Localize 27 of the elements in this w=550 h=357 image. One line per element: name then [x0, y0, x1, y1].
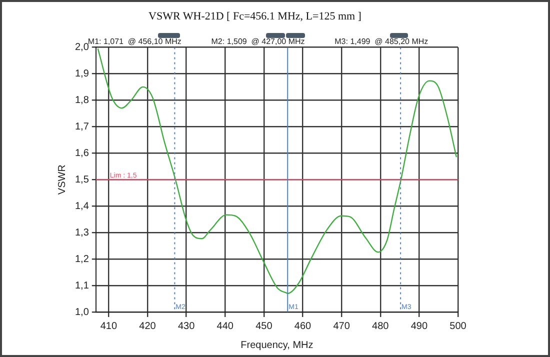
text: M2: 1,509 @ 427,00 MHz	[211, 37, 305, 46]
x-tick-label: 440	[216, 320, 234, 332]
text: M1: 1,071 @ 456,10 MHz	[88, 37, 182, 46]
x-tick-label: 460	[294, 320, 312, 332]
y-tick-label: 1,3	[74, 227, 90, 238]
y-tick-label: 1,0	[74, 306, 90, 318]
y-tick-label: 1,7	[74, 121, 90, 132]
x-axis-title: Frequency, MHz	[240, 340, 314, 351]
x-tick-label: 480	[372, 320, 390, 332]
y-tick-label: 1,6	[74, 148, 90, 159]
x-tick-label: 500	[450, 320, 467, 332]
y-tick-label: 1,5	[74, 174, 90, 186]
text: M3: 1,499 @ 485,20 MHz	[334, 37, 428, 46]
x-tick-label: 450	[256, 320, 273, 332]
x-tick-label: 430	[178, 320, 196, 332]
y-tick-label: 2,0	[74, 42, 90, 53]
y-tick-label: 1,1	[74, 280, 90, 292]
x-tick-label: 490	[410, 320, 428, 332]
x-tick-label: 420	[139, 320, 156, 332]
y-tick-label: 1,9	[74, 68, 90, 80]
chart-title: VSWR WH-21D [ Fc=456.1 MHz, L=125 mm ]	[148, 10, 362, 22]
y-axis-title: VSWR	[56, 164, 68, 195]
x-tick-label: 410	[100, 320, 118, 332]
y-tick-label: 1,4	[74, 200, 90, 212]
y-tick-label: 1,8	[74, 94, 90, 106]
y-tick-label: 1,2	[74, 254, 90, 265]
x-tick-label: 470	[333, 320, 350, 332]
